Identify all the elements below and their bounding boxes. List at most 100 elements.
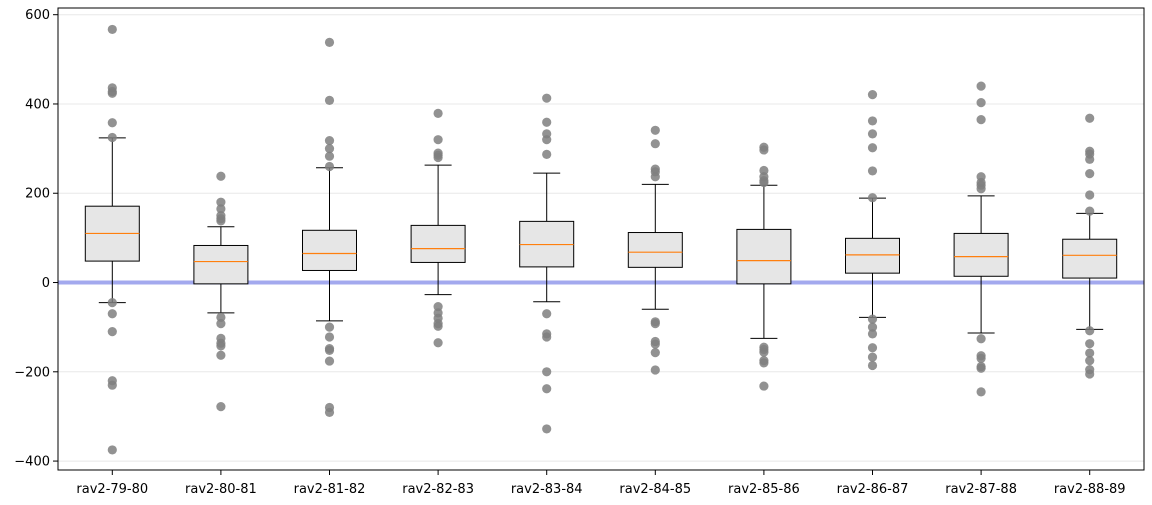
outlier-point — [867, 343, 878, 353]
outlier-point — [433, 321, 443, 331]
outlier-point — [542, 384, 552, 394]
x-tick-label: rav2-84-85 — [619, 482, 691, 497]
x-tick-label: rav2-79-80 — [76, 482, 148, 497]
outlier-point — [759, 358, 769, 368]
outlier-point — [216, 216, 226, 226]
outlier-point — [650, 318, 660, 329]
box-rav2-81-82 — [302, 37, 357, 418]
outlier-point — [976, 114, 986, 125]
outlier-point — [759, 347, 769, 357]
y-tick-label: 400 — [25, 97, 50, 112]
box-plots — [84, 24, 1118, 455]
outlier-point — [867, 143, 878, 153]
iqr-box — [845, 237, 900, 274]
outlier-point — [542, 367, 552, 377]
box-rav2-88-89 — [1062, 113, 1118, 379]
outlier-point — [433, 135, 443, 145]
outlier-point — [976, 387, 986, 397]
outlier-point — [107, 88, 117, 98]
outlier-point — [867, 193, 878, 203]
outlier-point — [107, 445, 117, 455]
outlier-point — [1085, 356, 1095, 366]
outlier-point — [976, 98, 986, 108]
x-tick-label: rav2-88-89 — [1054, 482, 1126, 497]
outlier-point — [759, 145, 769, 155]
outlier-point — [759, 177, 769, 188]
plot-frame — [57, 7, 1145, 471]
outlier-point — [1085, 339, 1095, 349]
outlier-point — [542, 309, 552, 319]
outlier-point — [976, 184, 986, 194]
outlier-point — [216, 197, 226, 207]
outlier-point — [976, 363, 986, 373]
outlier-point — [107, 309, 117, 319]
outlier-point — [542, 149, 552, 160]
outlier-point — [216, 171, 226, 181]
x-tick-label: rav2-81-82 — [294, 482, 366, 497]
outlier-point — [867, 129, 878, 139]
outlier-point — [324, 356, 335, 366]
outlier-point — [650, 125, 660, 135]
iqr-box — [193, 244, 249, 285]
outlier-point — [542, 332, 552, 342]
outlier-point — [324, 151, 335, 161]
outlier-point — [324, 345, 335, 355]
outlier-point — [867, 116, 878, 126]
outlier-point — [433, 108, 443, 118]
outlier-point — [867, 314, 878, 324]
axes: −400 −200 0 200 400 600 rav2-79-80 rav2-80-81 ra… — [14, 7, 1145, 497]
outlier-point — [324, 37, 335, 47]
outlier-point — [324, 95, 335, 105]
outlier-point — [650, 172, 660, 182]
outlier-point — [1085, 326, 1095, 336]
outlier-point — [107, 132, 117, 143]
iqr-box — [302, 229, 357, 271]
box-rav2-80-81 — [193, 171, 249, 412]
box-rav2-87-88 — [953, 81, 1009, 397]
outlier-point — [107, 298, 117, 308]
box-rav2-83-84 — [519, 93, 575, 434]
iqr-box — [627, 232, 683, 268]
outlier-point — [324, 135, 335, 146]
box-rav2-79-80 — [84, 24, 140, 455]
box-rav2-85-86 — [736, 142, 792, 391]
outlier-point — [542, 117, 552, 127]
outlier-point — [650, 139, 660, 149]
outlier-point — [1085, 348, 1095, 358]
x-tick-label: rav2-83-84 — [511, 482, 583, 497]
y-tick-label: 200 — [25, 187, 50, 202]
y-tick-label: 600 — [25, 8, 50, 23]
outlier-point — [324, 407, 335, 418]
outlier-point — [216, 350, 226, 360]
outlier-point — [216, 402, 226, 412]
y-tick-label: −400 — [14, 455, 50, 470]
outlier-point — [867, 352, 878, 362]
outlier-point — [1085, 169, 1095, 179]
outlier-point — [542, 93, 552, 103]
iqr-box — [1062, 238, 1118, 279]
outlier-point — [1085, 369, 1095, 379]
x-tick-label: rav2-82-83 — [402, 482, 474, 497]
x-tick-label: rav2-87-88 — [945, 482, 1017, 497]
outlier-point — [107, 118, 117, 128]
outlier-point — [759, 381, 769, 391]
x-tick-label: rav2-85-86 — [728, 482, 800, 497]
box-rav2-84-85 — [627, 125, 683, 375]
outlier-point — [107, 380, 117, 390]
outlier-point — [867, 360, 878, 371]
outlier-point — [107, 327, 117, 337]
outlier-point — [324, 322, 335, 332]
outlier-point — [433, 152, 443, 163]
outlier-point — [650, 348, 660, 358]
x-tick-label: rav2-86-87 — [837, 482, 909, 497]
outlier-point — [216, 318, 226, 329]
outlier-point — [324, 161, 335, 172]
outlier-point — [650, 365, 660, 375]
outlier-point — [216, 204, 226, 214]
outlier-point — [542, 424, 552, 434]
outlier-point — [433, 338, 443, 348]
outlier-point — [1085, 113, 1095, 123]
outlier-point — [1085, 154, 1095, 164]
outlier-point — [867, 166, 878, 176]
